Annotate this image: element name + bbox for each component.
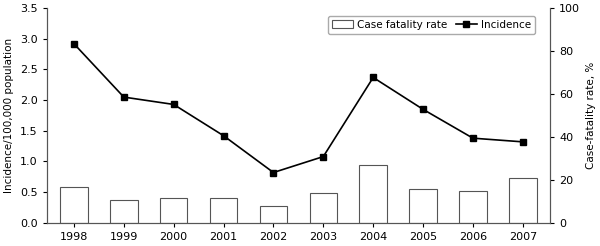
Bar xyxy=(260,206,287,223)
Bar xyxy=(110,200,137,223)
Bar xyxy=(210,198,237,223)
Bar xyxy=(509,178,536,223)
Y-axis label: Incidence/100,000 population: Incidence/100,000 population xyxy=(4,38,14,193)
Bar xyxy=(459,191,487,223)
Bar xyxy=(310,193,337,223)
Bar xyxy=(409,189,437,223)
Y-axis label: Case-fatality rate, %: Case-fatality rate, % xyxy=(586,62,596,169)
Bar xyxy=(160,198,187,223)
Bar xyxy=(60,187,88,223)
Bar xyxy=(359,165,387,223)
Legend: Case fatality rate, Incidence: Case fatality rate, Incidence xyxy=(328,15,535,34)
